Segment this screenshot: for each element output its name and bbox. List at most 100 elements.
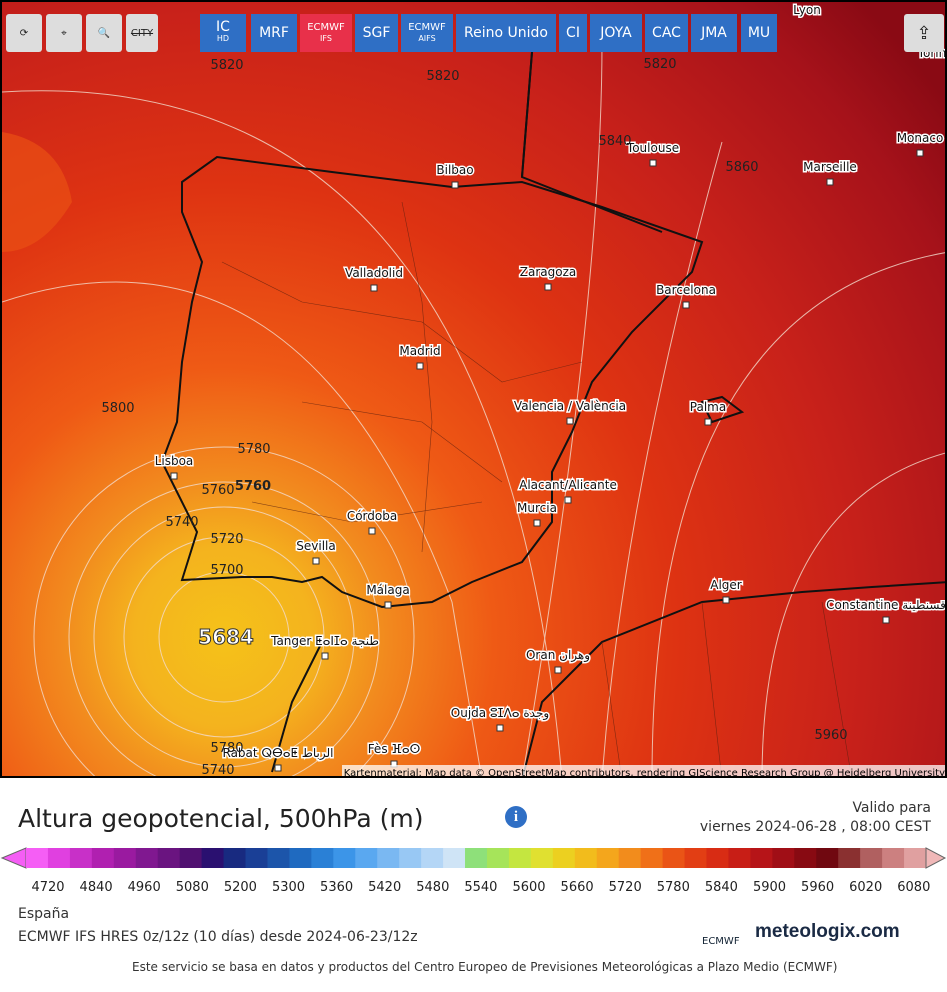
scale-label: 5900 — [753, 880, 786, 895]
attribution: Kartenmaterial: Map data © OpenStreetMap… — [344, 768, 945, 778]
contour-label: 5820 — [643, 57, 676, 72]
scale-swatch — [311, 848, 334, 868]
city-label: Monaco — [897, 131, 944, 145]
model-button[interactable]: ECMWF IFS — [300, 14, 352, 52]
model-label: IC — [216, 19, 230, 35]
scale-swatch — [530, 848, 554, 868]
city-dot — [882, 616, 890, 624]
city-label: Zaragoza — [520, 265, 576, 279]
model-sub: AIFS — [418, 34, 436, 43]
model-button[interactable]: CI — [559, 14, 587, 52]
model-button[interactable]: ECMWF AIFS — [401, 14, 453, 52]
model-label: ECMWF — [408, 22, 446, 33]
scale-swatch — [443, 848, 466, 868]
city-label: Alger — [710, 578, 742, 592]
city-dot — [722, 596, 730, 604]
scale-swatch — [223, 848, 247, 868]
contour-label: 5780 — [210, 741, 243, 756]
model-button[interactable]: Reino Unido — [456, 14, 556, 52]
city-label: Oujda ⵓⵊⴷⴰ وجدة — [451, 706, 549, 721]
scale-label: 5960 — [801, 880, 834, 895]
refresh-button[interactable]: ⟳ — [6, 14, 42, 52]
scale-label: 5200 — [224, 880, 257, 895]
city-dot — [916, 149, 924, 157]
scale-label: 5540 — [464, 880, 497, 895]
city-label: Constantine قسنطينة — [826, 598, 946, 612]
share-button[interactable]: ⇪ — [904, 14, 944, 52]
model-button[interactable]: JMA — [691, 14, 737, 52]
city-dot — [704, 418, 712, 426]
scale-label: 5360 — [320, 880, 353, 895]
scale-label: 4960 — [128, 880, 161, 895]
legend-title: Altura geopotencial, 500hPa (m) — [18, 804, 424, 833]
model-label: JMA — [701, 24, 727, 41]
model-sub: IFS — [320, 34, 332, 43]
brand-logo: meteologix.com — [755, 921, 900, 942]
map-canvas: LyonTorinBilbaoToulouseMarseilleMonacoVa… — [2, 2, 946, 778]
disclaimer: Este servicio se basa en datos y product… — [132, 960, 838, 974]
city-toggle[interactable]: CITY — [126, 14, 158, 52]
city-dot — [384, 601, 392, 609]
scale-label: 5480 — [416, 880, 449, 895]
city-label: Barcelona — [656, 283, 716, 297]
scale-swatch — [355, 848, 378, 868]
valid-label: Valido para — [852, 800, 931, 816]
city-dot — [451, 181, 459, 189]
model-label: JOYA — [600, 24, 632, 41]
contour-label: 5840 — [598, 134, 631, 149]
contour-label: 5760 — [235, 479, 271, 494]
contour-label: 5720 — [210, 532, 243, 547]
info-icon[interactable]: i — [505, 806, 527, 828]
city-dot — [826, 178, 834, 186]
city-label: Valladolid — [345, 266, 403, 280]
scale-swatch — [662, 848, 686, 868]
scale-swatch — [377, 848, 400, 868]
city-dot — [416, 362, 424, 370]
contour-label: 5820 — [210, 58, 243, 73]
city-dot — [544, 283, 552, 291]
scale-swatch — [157, 848, 181, 868]
scale-swatch — [267, 848, 290, 868]
scale-label: 4840 — [80, 880, 113, 895]
contour-label: 5760 — [201, 483, 234, 498]
ecmwf-logo: ECMWF — [702, 936, 740, 947]
scale-swatch — [552, 848, 576, 868]
city-dot — [496, 724, 504, 732]
scale-swatch — [794, 848, 817, 868]
model-run: ECMWF IFS HRES 0z/12z (10 días) desde 20… — [18, 929, 418, 945]
model-button[interactable]: MRF — [251, 14, 297, 52]
scale-swatch — [816, 848, 839, 868]
scale-swatch — [772, 848, 795, 868]
city-label: Rabat ⵕⴱⴰⵟ الرباط — [223, 746, 334, 761]
location-button[interactable]: ⌖ — [46, 14, 82, 52]
scale-swatch — [508, 848, 532, 868]
city-label: Córdoba — [347, 509, 397, 523]
scale-label: 6020 — [849, 880, 882, 895]
scale-label: 4720 — [31, 880, 64, 895]
contour-label: 5684 — [198, 625, 254, 649]
model-label: CI — [566, 24, 580, 41]
city-label: Marseille — [803, 160, 857, 174]
contour-label: 5820 — [426, 69, 459, 84]
model-label: Reino Unido — [464, 24, 548, 41]
scale-label: 6080 — [897, 880, 930, 895]
scale-swatch — [640, 848, 664, 868]
city-dot — [682, 301, 690, 309]
model-button[interactable]: MU — [741, 14, 777, 52]
model-button[interactable]: JOYA — [590, 14, 642, 52]
model-label: SGF — [362, 24, 391, 41]
scale-swatch — [596, 848, 620, 868]
model-button[interactable]: SGF — [355, 14, 398, 52]
model-label: MU — [747, 24, 771, 41]
scale-swatch — [47, 848, 71, 868]
scale-swatch — [904, 848, 927, 868]
model-button[interactable]: CAC — [645, 14, 688, 52]
valid-time: viernes 2024-06-28 , 08:00 CEST — [699, 819, 931, 835]
scale-swatch — [26, 848, 49, 868]
scale-swatch — [750, 848, 773, 868]
city-label: Fès ⴼⴰⵙ — [368, 742, 421, 756]
scale-label: 5720 — [609, 880, 642, 895]
model-button[interactable]: IC HD — [200, 14, 246, 52]
zoom-button[interactable]: 🔍 — [86, 14, 122, 52]
